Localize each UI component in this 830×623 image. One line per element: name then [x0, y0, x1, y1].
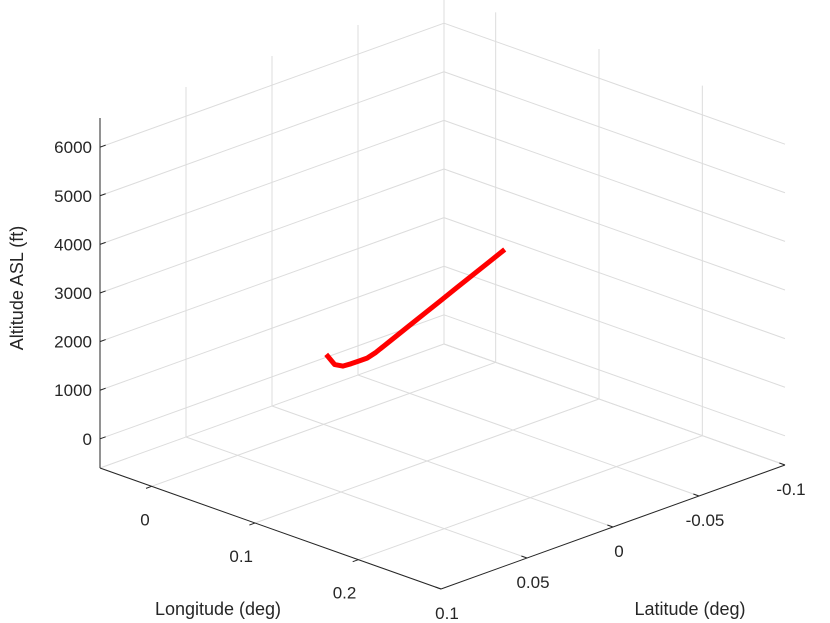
axes: [99, 118, 786, 590]
z-tick-label: 1000: [54, 381, 92, 400]
z-gridline-right-wall: [443, 217, 786, 340]
x-tick-label: 0.1: [229, 547, 253, 566]
z-tick-label: 0: [83, 430, 92, 449]
z-gridline-left-wall: [99, 314, 445, 440]
y-tick-label: -0.05: [686, 511, 725, 530]
z-gridline-right-wall: [443, 314, 786, 437]
x-tick-mark: [249, 522, 256, 526]
x-axis-label: Longitude (deg): [155, 599, 281, 619]
x-tick-mark: [145, 485, 152, 489]
z-gridline-left-wall: [99, 265, 445, 391]
y-tick-label: 0.1: [435, 604, 459, 623]
z-axis-label: Altitude ASL (ft): [7, 226, 27, 350]
y-tick-mark: [779, 462, 786, 466]
z-tick-label: 2000: [54, 333, 92, 352]
series-layer: [324, 247, 507, 369]
z-tick-mark: [99, 436, 106, 440]
y-gridline-floor: [271, 405, 614, 528]
x-tick-mark: [352, 559, 359, 563]
z-tick-label: 5000: [54, 187, 92, 206]
x-tick-label: 0: [140, 510, 149, 529]
x-axis-line: [99, 467, 442, 590]
z-gridline-left-wall: [99, 168, 445, 294]
y-gridline-floor: [357, 374, 700, 497]
y-tick-mark: [693, 493, 700, 497]
z-tick-mark: [99, 241, 106, 245]
z-gridline-left-wall: [99, 71, 445, 197]
x-tick-label: 0.2: [333, 584, 357, 603]
z-tick-mark: [99, 290, 106, 294]
y-tick-mark: [521, 555, 528, 559]
z-gridline-right-wall: [443, 119, 786, 242]
z-tick-mark: [99, 193, 106, 197]
z-gridline-right-wall: [443, 168, 786, 291]
y-tick-label: 0: [614, 542, 623, 561]
y-tick-label: 0.05: [516, 573, 549, 592]
trajectory-series-line: [324, 247, 507, 369]
y-tick-mark: [435, 586, 442, 590]
z-tick-label: 3000: [54, 284, 92, 303]
z-gridline-left-wall: [99, 22, 445, 148]
z-gridline-right-wall: [443, 265, 786, 388]
z-gridline-right-wall: [443, 71, 786, 194]
y-tick-label: -0.1: [776, 480, 805, 499]
tick-labels: 0 1000 2000 3000 4000 5000 6000 0 0.1 0.2 -0.1 -0.0…: [54, 138, 805, 623]
y-axis-label: Latitude (deg): [634, 599, 745, 619]
y-tick-mark: [607, 524, 614, 528]
z-gridline-left-wall: [99, 119, 445, 245]
z-gridline-right-wall: [443, 22, 786, 145]
z-tick-mark: [99, 339, 106, 343]
z-tick-mark: [99, 144, 106, 148]
grid-lines: [99, 0, 786, 590]
z-tick-mark: [99, 387, 106, 391]
y-gridline-floor: [185, 436, 528, 559]
z-gridline-left-wall: [99, 217, 445, 343]
z-tick-label: 4000: [54, 235, 92, 254]
z-tick-label: 6000: [54, 138, 92, 157]
y-gridline-floor: [443, 343, 786, 466]
